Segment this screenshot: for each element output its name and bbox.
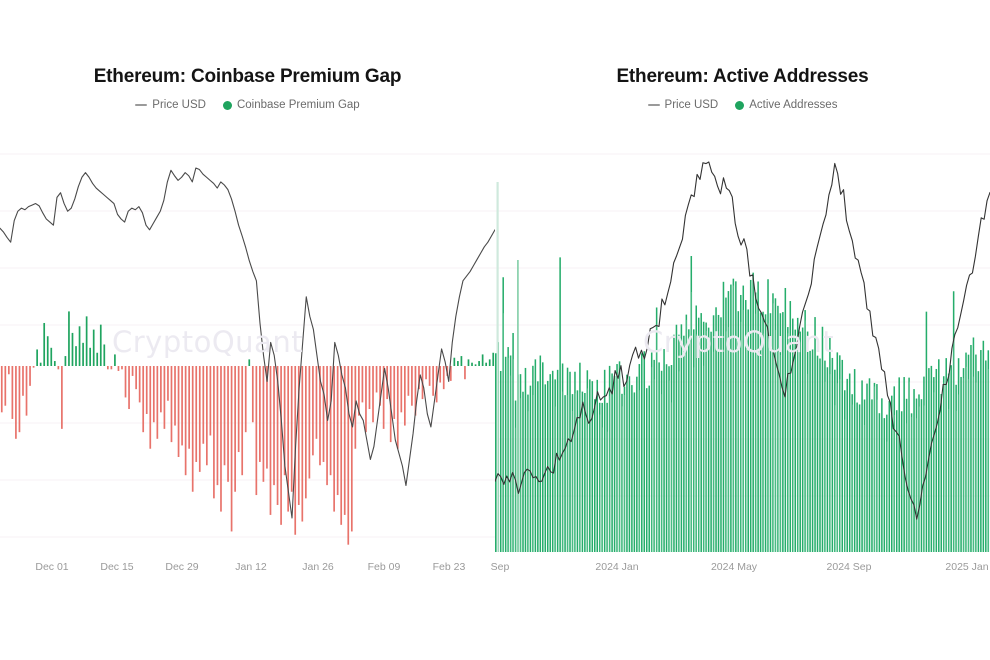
legend-label-active-addresses: Active Addresses (749, 99, 838, 111)
line-marker-icon (135, 104, 148, 106)
dot-marker-icon (735, 100, 745, 110)
xtick-label: 2025 Jan (945, 561, 989, 573)
dot-marker-icon (222, 100, 232, 110)
active-addresses-svg (495, 153, 990, 552)
legend-item-price-usd-left[interactable]: Price USD (135, 99, 206, 111)
active-address-bars (495, 182, 990, 552)
panel-active-addresses: Ethereum: Active Addresses Price USD Act… (491, 0, 990, 660)
legend-label-premium-gap: Coinbase Premium Gap (236, 99, 360, 111)
plot-area-left[interactable] (0, 140, 495, 552)
x-axis-right: Sep 2024 Jan 2024 May 2024 Sep 2025 Jan … (491, 561, 990, 581)
xtick-label: Dec 29 (165, 561, 199, 573)
panel-coinbase-premium-gap: Ethereum: Coinbase Premium Gap Price USD… (0, 66, 495, 581)
xtick-label: Sep (490, 561, 510, 573)
gridlines-left (0, 153, 495, 538)
xtick-label: Jan 12 (235, 561, 267, 573)
premium-gap-svg (0, 153, 495, 545)
page-title-left: Ethereum: Coinbase Premium Gap (93, 66, 402, 87)
premium-gap-bars (0, 311, 495, 545)
xtick-label: Jan 26 (302, 561, 334, 573)
xtick-label: Feb 09 (367, 561, 401, 573)
legend-item-active-addresses[interactable]: Active Addresses (735, 99, 837, 111)
legend-left: Price USD Coinbase Premium Gap (0, 99, 495, 111)
xtick-label: Dec 15 (100, 561, 134, 573)
page-title-right: Ethereum: Active Addresses (616, 66, 869, 87)
legend-right: Price USD Active Addresses (495, 99, 990, 111)
price-line-right (495, 161, 990, 520)
xtick-label: Feb 23 (432, 561, 466, 573)
plot-area-right[interactable] (495, 140, 990, 552)
x-axis-left: Dec 01 Dec 15 Dec 29 Jan 12 Jan 26 Feb 0… (0, 561, 495, 581)
legend-item-price-usd-right[interactable]: Price USD (647, 99, 719, 111)
price-line-left (0, 167, 495, 519)
legend-label-price-usd: Price USD (152, 99, 206, 111)
xtick-label: 2024 Sep (826, 561, 872, 573)
line-marker-icon (647, 104, 660, 106)
xtick-label: Dec 01 (35, 561, 69, 573)
xtick-label: 2024 Jan (595, 561, 639, 573)
xtick-label: 2024 May (710, 561, 758, 573)
legend-item-premium-gap[interactable]: Coinbase Premium Gap (222, 99, 360, 111)
legend-label-price-usd: Price USD (664, 99, 719, 111)
